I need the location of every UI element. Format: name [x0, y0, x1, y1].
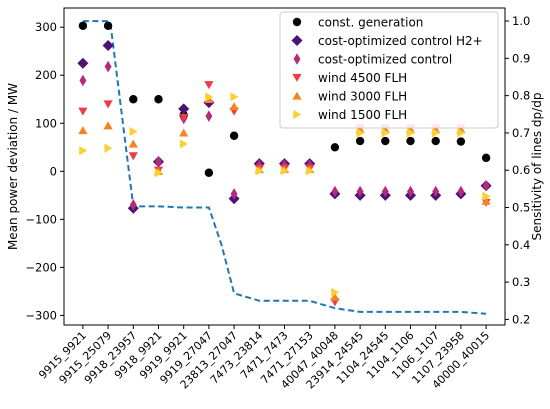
data-point-s2-12	[381, 185, 389, 198]
data-point-s4-2	[128, 139, 138, 148]
data-point-s2-10	[331, 185, 339, 198]
data-point-s0-16	[481, 153, 491, 163]
data-point-s5-2	[129, 126, 138, 137]
data-point-s5-0	[79, 146, 88, 156]
data-point-s5-8	[280, 166, 289, 176]
y2-tick-label: 0.8	[512, 89, 530, 103]
data-point-s5-13	[406, 128, 415, 138]
data-point-s2-1	[104, 60, 112, 73]
data-point-s2-2	[129, 199, 137, 211]
y2-tick-label: 0.3	[512, 275, 530, 289]
data-point-s5-14	[432, 128, 441, 138]
data-point-s3-4	[179, 113, 189, 122]
data-point-s0-0	[78, 21, 88, 30]
legend: const. generation cost-optimized control …	[279, 11, 499, 129]
data-point-s2-14	[432, 185, 440, 198]
y2-tick-label: 0.7	[512, 126, 530, 140]
data-point-s4-4	[179, 128, 189, 137]
data-point-s0-12	[381, 136, 390, 146]
data-point-s5-15	[457, 128, 466, 138]
data-point-s5-4	[180, 139, 189, 149]
legend-marker-2	[293, 53, 301, 65]
data-point-s0-6	[229, 131, 239, 140]
data-point-s5-11	[356, 128, 365, 138]
y-tick-label: 0	[50, 164, 57, 178]
legend-marker-3	[292, 73, 302, 82]
data-point-s5-5	[205, 92, 214, 102]
data-point-s0-1	[103, 21, 113, 30]
data-point-s5-12	[381, 128, 390, 138]
data-point-s3-1	[103, 100, 113, 109]
data-point-s4-1	[103, 121, 113, 130]
data-point-s5-10	[331, 287, 340, 297]
data-point-s5-6	[230, 92, 239, 102]
data-point-s0-11	[355, 136, 365, 146]
legend-marker-0	[292, 17, 302, 27]
y-axis-label: Mean power deviation / MW	[6, 83, 20, 250]
y2-axis-label: Sensitivity of lines dp/dp	[530, 93, 544, 241]
legend-label: cost-optimized control	[318, 53, 452, 67]
legend-box	[279, 11, 499, 129]
data-point-s2-11	[356, 185, 364, 198]
legend-marker-5	[293, 109, 302, 120]
data-point-s3-0	[78, 107, 88, 116]
data-point-s1-1	[102, 39, 114, 51]
data-point-s2-6	[230, 188, 238, 200]
data-point-s5-9	[306, 166, 315, 176]
data-point-s1-4	[178, 103, 190, 115]
legend-label: const. generation	[318, 16, 423, 30]
data-point-s2-13	[407, 185, 414, 198]
legend-marker-1	[291, 34, 303, 47]
legend-label: wind 1500 FLH	[318, 108, 407, 122]
y2-tick-label: 1.0	[512, 14, 530, 28]
legend-marker-4	[292, 91, 302, 100]
data-point-s3-5	[204, 81, 214, 90]
data-point-s4-0	[78, 126, 88, 135]
y2-tick-label: 0.6	[512, 163, 530, 177]
data-point-s0-14	[431, 136, 440, 146]
data-point-s3-2	[128, 152, 138, 161]
y2-tick-label: 0.9	[512, 51, 530, 65]
data-point-s0-2	[129, 95, 138, 104]
data-point-s0-10	[330, 143, 340, 152]
data-point-s2-3	[155, 155, 162, 168]
data-point-s2-0	[79, 74, 87, 87]
data-point-s2-5	[205, 110, 213, 122]
legend-label: wind 3000 FLH	[318, 90, 407, 104]
data-point-s2-16	[482, 179, 490, 192]
y-tick-label: 100	[35, 116, 57, 130]
data-point-s0-15	[456, 137, 466, 146]
y-tick-label: −200	[25, 260, 57, 274]
data-point-s2-15	[457, 185, 465, 198]
data-point-s0-3	[154, 95, 163, 104]
data-point-s4-10	[330, 292, 340, 301]
data-point-s0-13	[406, 136, 415, 146]
y-tick-label: 200	[35, 68, 57, 82]
y-tick-label: −100	[25, 212, 57, 226]
y2-tick-label: 0.5	[512, 201, 530, 215]
y-tick-label: 300	[35, 20, 57, 34]
markers-layer	[77, 21, 492, 307]
data-point-s1-0	[77, 57, 89, 69]
data-point-s4-6	[229, 102, 239, 111]
data-point-s4-16	[481, 196, 491, 205]
legend-label: cost-optimized control H2+	[318, 34, 483, 48]
data-point-s0-5	[204, 168, 214, 177]
data-point-s5-16	[482, 191, 491, 201]
y-tick-label: −300	[25, 308, 57, 322]
y2-tick-label: 0.4	[512, 238, 530, 252]
legend-label: wind 4500 FLH	[318, 71, 407, 85]
data-point-s5-7	[255, 166, 264, 176]
y2-tick-label: 0.2	[512, 312, 530, 326]
data-point-s5-3	[154, 168, 163, 178]
data-point-s5-1	[104, 143, 113, 153]
